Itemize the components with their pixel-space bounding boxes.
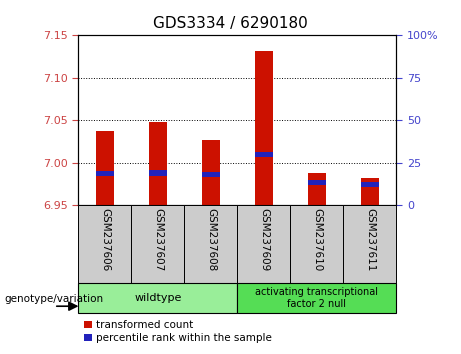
Bar [361, 178, 379, 205]
Bar [131, 205, 184, 283]
Text: wildtype: wildtype [134, 293, 182, 303]
Bar [237, 205, 290, 283]
Text: GSM237611: GSM237611 [365, 209, 375, 272]
Bar [148, 171, 167, 176]
Bar [254, 152, 273, 157]
Text: GSM237609: GSM237609 [259, 209, 269, 272]
Bar [148, 122, 167, 205]
Bar [95, 131, 114, 205]
Bar [307, 173, 326, 205]
Text: GSM237610: GSM237610 [312, 209, 322, 272]
Bar [290, 205, 343, 283]
Bar [361, 182, 379, 187]
Bar [78, 283, 237, 313]
Bar [307, 180, 326, 185]
Text: activating transcriptional
factor 2 null: activating transcriptional factor 2 null [255, 287, 378, 309]
Text: genotype/variation: genotype/variation [5, 294, 104, 304]
Bar [184, 205, 237, 283]
Text: GSM237607: GSM237607 [153, 209, 163, 272]
Bar [201, 140, 220, 205]
Text: GSM237606: GSM237606 [100, 209, 110, 272]
Bar [201, 172, 220, 177]
Legend: transformed count, percentile rank within the sample: transformed count, percentile rank withi… [83, 320, 272, 343]
Bar [95, 171, 114, 176]
Text: GDS3334 / 6290180: GDS3334 / 6290180 [153, 16, 308, 31]
Bar [78, 205, 131, 283]
Bar [237, 283, 396, 313]
Text: GSM237608: GSM237608 [206, 209, 216, 272]
Bar [254, 51, 273, 205]
Bar [343, 205, 396, 283]
